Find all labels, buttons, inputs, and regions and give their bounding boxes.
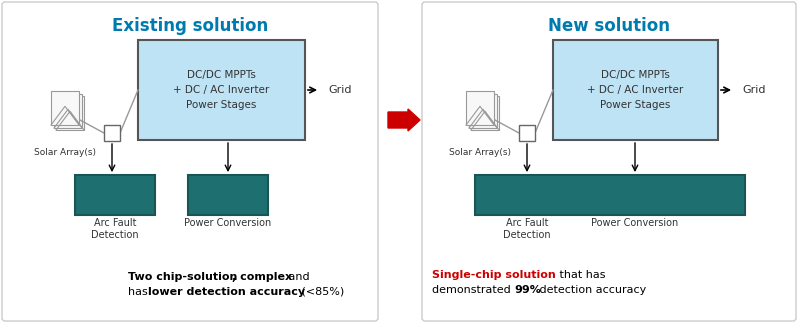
Text: Arc Fault
Detection: Arc Fault Detection [503, 218, 551, 240]
FancyArrow shape [388, 109, 420, 131]
Bar [54, 94, 82, 128]
Bar [138, 40, 305, 140]
Text: Power Conversion: Power Conversion [591, 218, 678, 228]
Text: Arc Fault
Detection: Arc Fault Detection [91, 218, 139, 240]
Bar [519, 125, 535, 141]
Text: demonstrated: demonstrated [432, 285, 514, 295]
Text: Solar Array(s): Solar Array(s) [449, 148, 511, 157]
Text: Single-chip solution: Single-chip solution [432, 270, 556, 280]
Text: and: and [285, 272, 310, 282]
Bar [466, 91, 494, 125]
Text: C2000: C2000 [206, 189, 250, 202]
Text: MCU-2: MCU-2 [92, 189, 138, 202]
Bar [469, 94, 497, 128]
Text: Grid: Grid [742, 85, 766, 95]
Text: Power Conversion: Power Conversion [184, 218, 272, 228]
FancyBboxPatch shape [2, 2, 378, 321]
Text: has: has [128, 287, 151, 297]
Text: (<85%): (<85%) [298, 287, 344, 297]
Text: lower detection accuracy: lower detection accuracy [148, 287, 305, 297]
Bar [475, 175, 745, 215]
Text: that has: that has [556, 270, 606, 280]
Text: , complex: , complex [232, 272, 292, 282]
Bar [104, 125, 120, 141]
Bar [56, 96, 84, 130]
Bar [75, 175, 155, 215]
Text: Existing solution: Existing solution [112, 17, 268, 35]
Text: Solar Array(s): Solar Array(s) [34, 148, 96, 157]
Bar [188, 175, 268, 215]
Bar [553, 40, 718, 140]
Bar [471, 96, 499, 130]
Text: DC/DC MPPTs
+ DC / AC Inverter
Power Stages: DC/DC MPPTs + DC / AC Inverter Power Sta… [174, 70, 270, 110]
Text: Two chip-solution: Two chip-solution [128, 272, 238, 282]
Text: 99%: 99% [514, 285, 541, 295]
Text: C2000 with AI: C2000 with AI [556, 188, 664, 202]
Bar [51, 91, 79, 125]
FancyBboxPatch shape [422, 2, 796, 321]
Text: New solution: New solution [548, 17, 670, 35]
Text: DC/DC MPPTs
+ DC / AC Inverter
Power Stages: DC/DC MPPTs + DC / AC Inverter Power Sta… [587, 70, 684, 110]
Text: Grid: Grid [328, 85, 351, 95]
Text: detection accuracy: detection accuracy [536, 285, 646, 295]
